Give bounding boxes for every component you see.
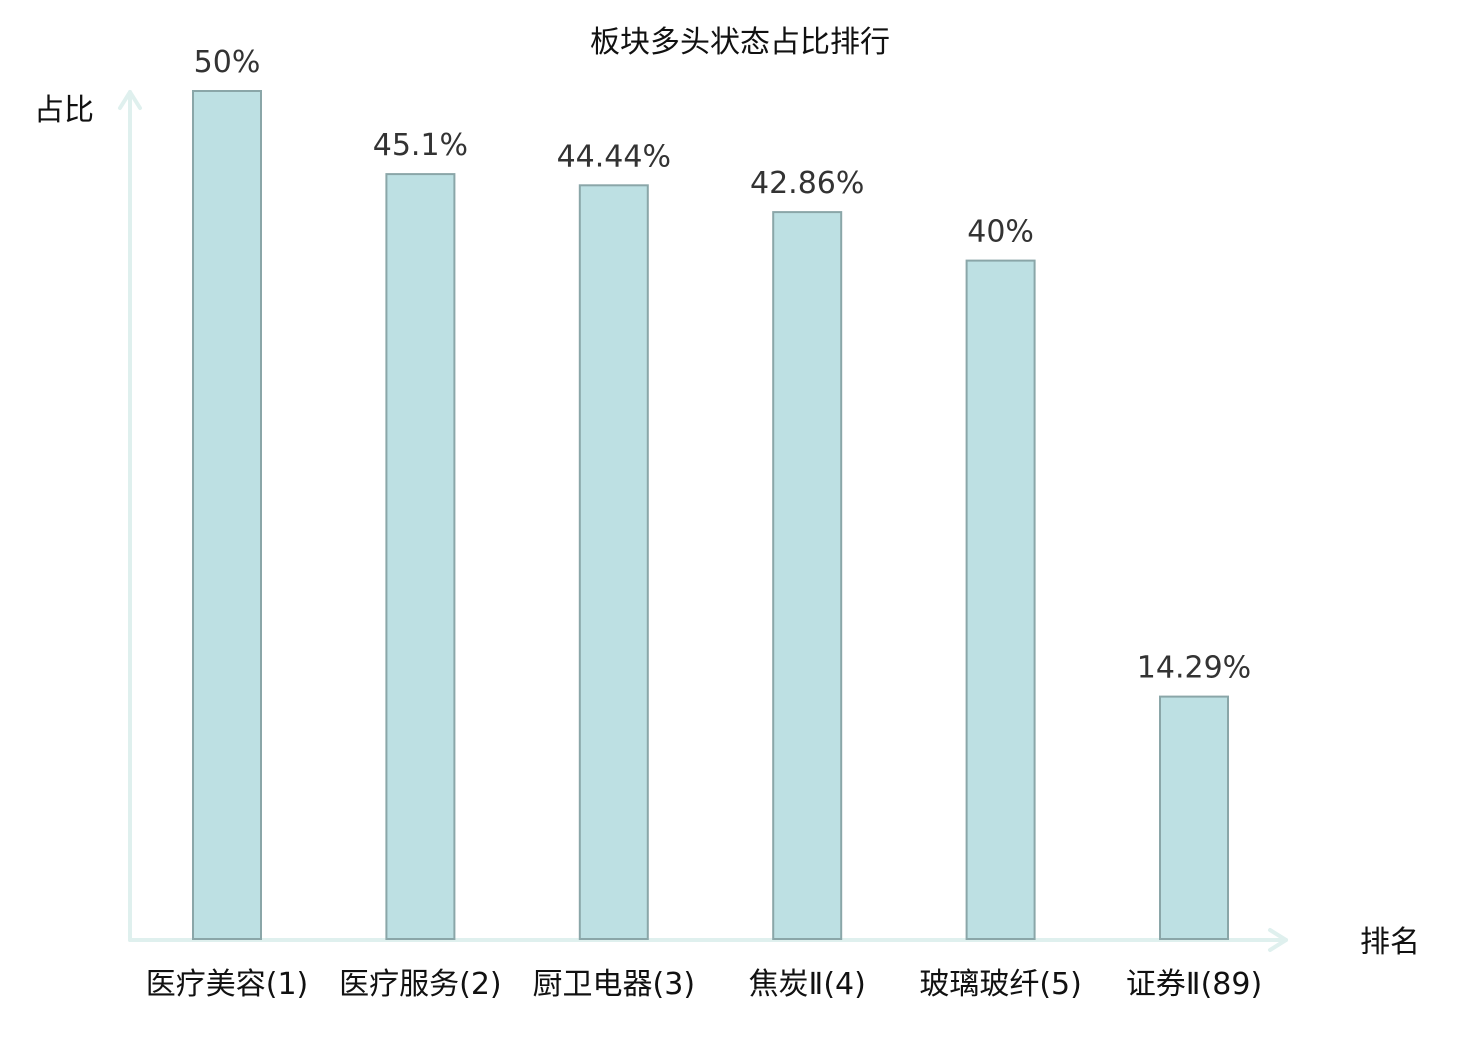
- bar-value-label: 42.86%: [750, 166, 864, 201]
- category-label: 证券Ⅱ(89): [1126, 967, 1262, 1002]
- bars-group: [192, 90, 1229, 941]
- category-label: 厨卫电器(3): [533, 967, 696, 1002]
- bar: [965, 259, 1036, 941]
- chart-title: 板块多头状态占比排行: [590, 25, 890, 60]
- x-axis-label: 排名: [1360, 925, 1420, 960]
- category-label: 玻璃玻纤(5): [919, 967, 1082, 1002]
- category-label: 焦炭Ⅱ(4): [749, 967, 866, 1002]
- x-axis-arrowhead: [1268, 928, 1288, 952]
- category-labels-group: 医疗美容(1) 医疗服务(2) 厨卫电器(3) 焦炭Ⅱ(4) 玻璃玻纤(5) 证券Ⅱ(89…: [146, 967, 1262, 1002]
- bar: [772, 211, 843, 941]
- bar-value-label: 40%: [967, 215, 1034, 250]
- y-axis: [118, 90, 142, 942]
- bar-value-label: 14.29%: [1137, 651, 1251, 686]
- bar: [385, 173, 456, 941]
- y-axis-arrowhead: [118, 90, 142, 110]
- bar-value-label: 50%: [194, 45, 261, 80]
- bar: [578, 184, 649, 941]
- bar-value-label: 44.44%: [557, 139, 671, 174]
- category-label: 医疗服务(2): [339, 967, 502, 1002]
- y-axis-label: 占比: [34, 93, 94, 128]
- value-labels-group: 50% 45.1% 44.44% 42.86% 40% 14.29%: [194, 45, 1252, 686]
- bar: [1159, 695, 1229, 940]
- bar-value-label: 45.1%: [373, 128, 468, 163]
- category-label: 医疗美容(1): [146, 967, 309, 1002]
- bar: [192, 90, 262, 940]
- x-axis: [128, 928, 1288, 952]
